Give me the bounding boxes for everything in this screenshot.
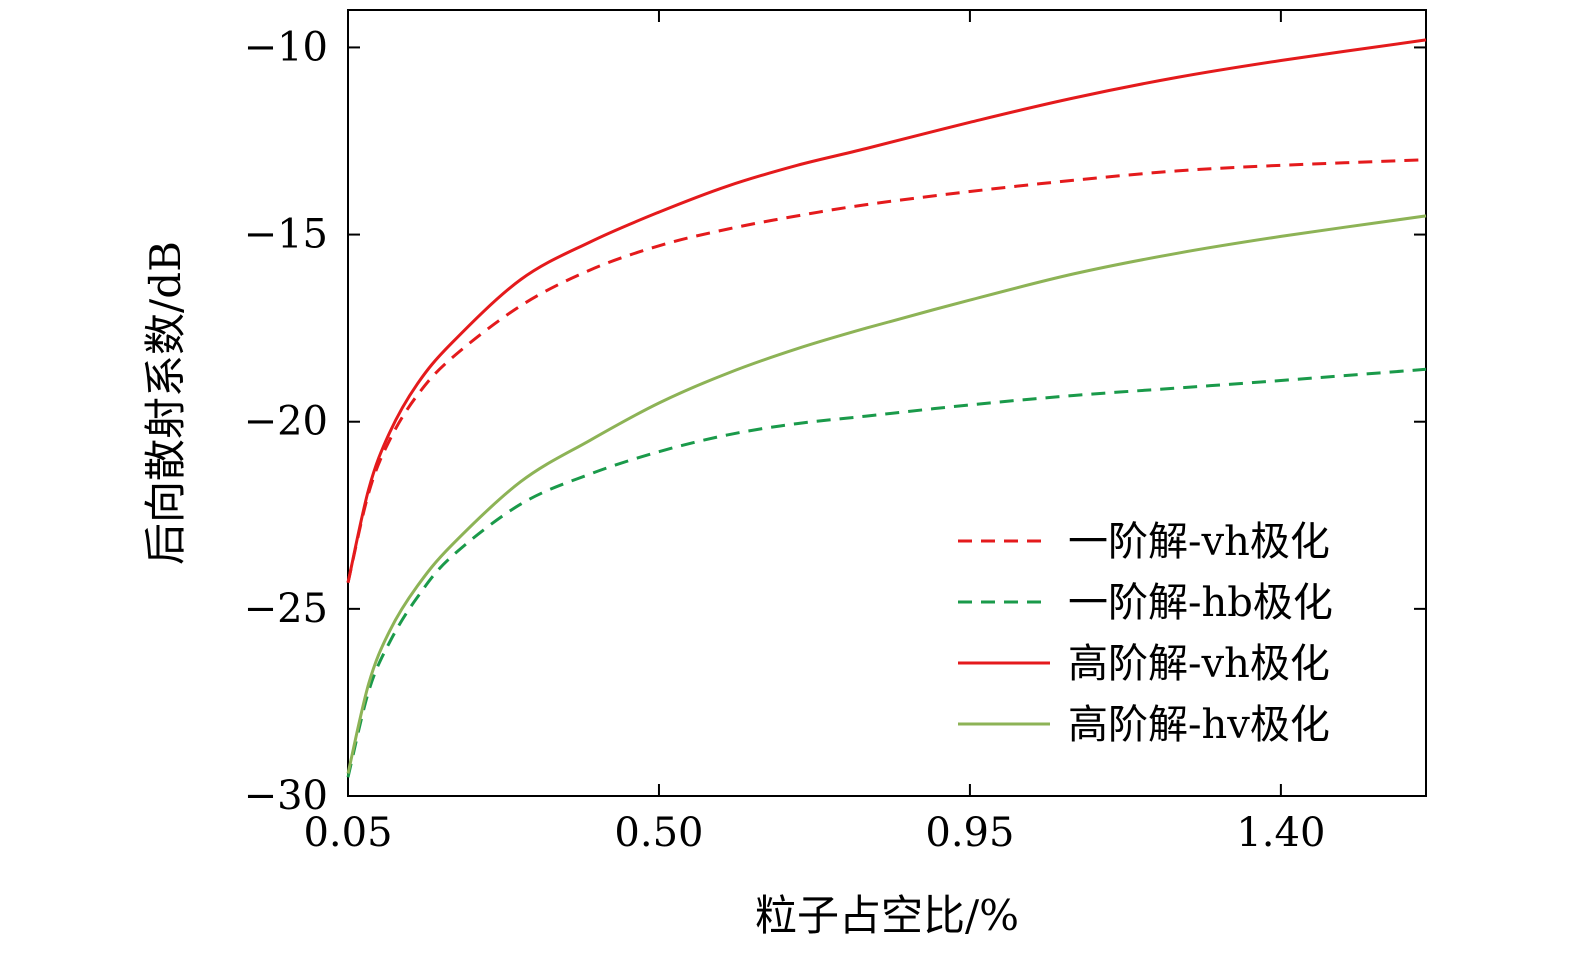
legend-label: 一阶解-hb极化	[1068, 580, 1333, 626]
series-line-3	[346, 38, 1427, 584]
x-axis-ticks: 0.05 0.50 0.95 1.40	[303, 10, 1325, 856]
y-tick-label: −10	[244, 24, 328, 70]
y-tick-label: −30	[244, 773, 328, 819]
legend-label: 高阶解-vh极化	[1068, 641, 1330, 687]
plot-frame	[347, 9, 1427, 797]
series-layer	[346, 38, 1427, 778]
x-axis-label: 粒子占空比/%	[755, 891, 1019, 940]
y-tick-label: −25	[244, 586, 328, 632]
series-line-1	[346, 158, 1427, 584]
x-tick-label: 1.40	[1236, 810, 1325, 856]
x-tick-label: 0.95	[925, 810, 1014, 856]
y-axis-label: 后向散射系数/dB	[141, 241, 190, 565]
y-tick-label: −15	[244, 212, 328, 258]
y-axis-ticks: −10 −15 −20 −25 −30	[244, 24, 1426, 819]
legend-label: 高阶解-hv极化	[1068, 702, 1330, 748]
y-tick-label: −20	[244, 399, 328, 445]
series-line-4	[346, 214, 1427, 774]
x-tick-label: 0.05	[303, 810, 392, 856]
legend-label: 一阶解-vh极化	[1068, 519, 1330, 565]
series-line-2	[346, 367, 1427, 778]
x-tick-label: 0.50	[614, 810, 703, 856]
